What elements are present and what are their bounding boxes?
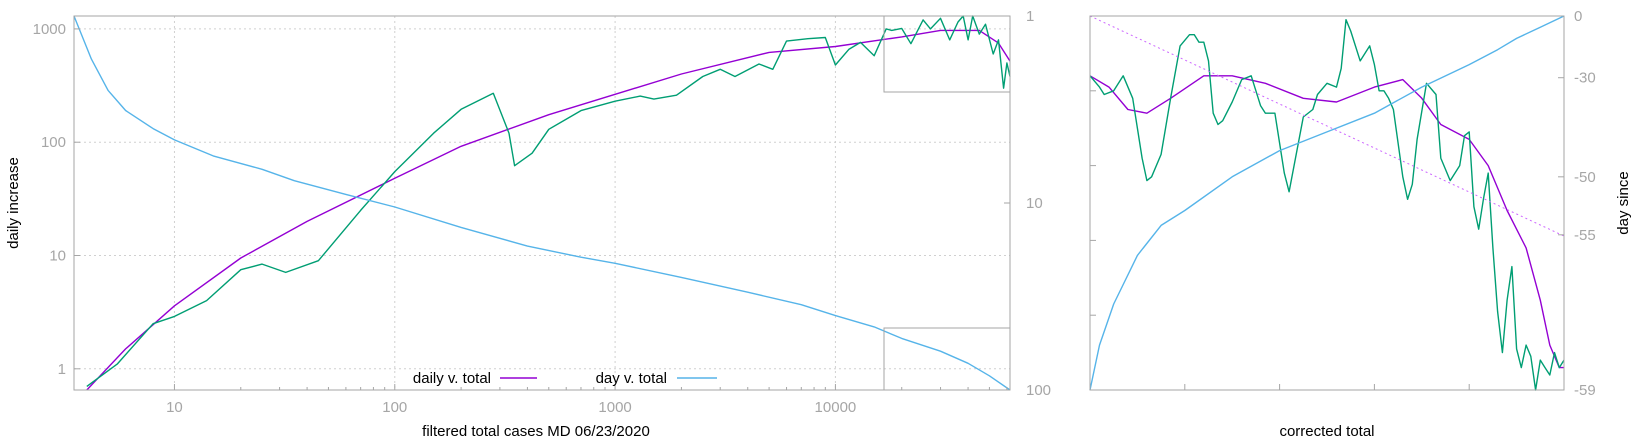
series-daily-raw-line	[86, 15, 1011, 387]
left-y2-tick-label: 1	[1026, 8, 1034, 25]
legend: daily v. total day v. total	[413, 370, 717, 387]
right-y2-tick-label: -59	[1574, 382, 1596, 399]
legend-label-day-v-total: day v. total	[596, 370, 667, 387]
left-y-tick-label: 100	[41, 134, 66, 151]
left-ticks: 1 10 100 1000 10 100 1000 10000 1 10 100	[33, 8, 1051, 416]
series-day-v-total-line	[73, 15, 1011, 391]
zoom-box-top	[883, 15, 1011, 93]
right-day-line	[1089, 15, 1565, 391]
left-x-tick-label: 100	[382, 399, 407, 416]
left-series	[73, 15, 1011, 391]
right-y2-tick-label: -30	[1574, 70, 1596, 87]
left-x-tick-label: 1000	[598, 399, 631, 416]
left-y-tick-label: 1	[58, 361, 66, 378]
right-y-axis-label: day since	[1615, 171, 1632, 234]
left-y-tick-label: 10	[49, 248, 66, 265]
legend-label-daily-v-total: daily v. total	[413, 370, 491, 387]
left-y-tick-label: 1000	[33, 21, 66, 38]
left-y2-tick-label: 100	[1026, 382, 1051, 399]
right-plot-frame	[1089, 15, 1565, 391]
right-y2-tick-label: -55	[1574, 227, 1596, 244]
right-y2-tick-label: 0	[1574, 8, 1582, 25]
right-diagonal-reference	[1089, 15, 1565, 237]
series-daily-v-total-line	[86, 29, 1011, 391]
right-fit-line	[1089, 75, 1564, 369]
right-x-axis-label: corrected total	[1279, 423, 1374, 440]
zoom-box-bottom	[883, 327, 1011, 391]
left-x-axis-label: filtered total cases MD 06/23/2020	[422, 423, 650, 440]
right-series	[1089, 15, 1565, 391]
left-y-axis-label: daily increase	[5, 157, 22, 249]
left-y2-tick-label: 10	[1026, 195, 1043, 212]
left-grid	[74, 16, 1010, 390]
right-ticks: 0 -30 -50 -55 -59	[1090, 8, 1596, 399]
left-x-tick-label: 10000	[815, 399, 857, 416]
left-x-tick-label: 10	[166, 399, 183, 416]
right-y2-tick-label: -50	[1574, 169, 1596, 186]
left-plot-frame	[73, 15, 1011, 391]
right-raw-line	[1089, 19, 1565, 391]
